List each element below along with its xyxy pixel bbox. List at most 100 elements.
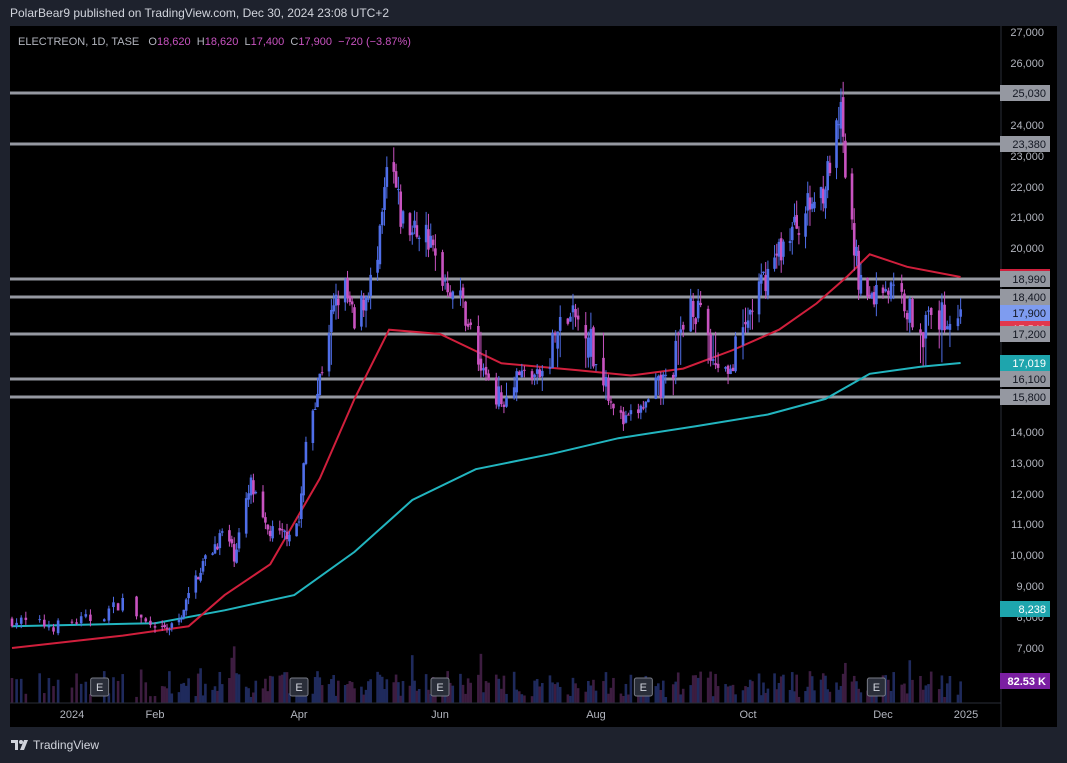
low-label: L — [244, 36, 251, 48]
candle-body — [427, 229, 430, 250]
candle-body — [759, 274, 763, 284]
volume-bar — [216, 690, 219, 703]
volume-bar — [397, 682, 400, 703]
candle-body — [716, 363, 720, 368]
x-tick-label: Oct — [739, 709, 756, 721]
price-chart[interactable]: E E E E E 27,000 26,000 24,000 23,000 22,000 21,0… — [0, 0, 1067, 727]
candle-body — [70, 621, 74, 623]
open-label: O — [148, 36, 157, 48]
volume-bar — [512, 671, 516, 703]
x-tick-label: 2024 — [60, 709, 84, 721]
candle-body — [336, 298, 340, 306]
candle-body — [316, 393, 319, 408]
volume-bar — [392, 682, 396, 703]
candle-body — [116, 603, 120, 611]
y-tick-label: 12,000 — [1010, 489, 1044, 501]
candle-body — [908, 298, 912, 323]
volume-bar — [835, 682, 838, 703]
candle-body — [332, 305, 335, 312]
volume-bar — [469, 682, 472, 703]
candle-body — [924, 314, 928, 339]
candle-body — [619, 410, 623, 413]
candle-body — [107, 608, 111, 621]
volume-bar — [679, 694, 683, 703]
volume-bar — [627, 694, 630, 703]
volume-bar — [622, 695, 625, 703]
volume-bar — [757, 673, 761, 703]
candle-body — [228, 530, 231, 542]
volume-bar — [218, 671, 222, 703]
volume-bar — [714, 673, 717, 703]
price-label: 23,380 — [1012, 139, 1046, 151]
close-label: C — [290, 36, 299, 48]
y-tick-label: 27,000 — [1010, 27, 1044, 39]
candle-body — [711, 359, 715, 361]
candle-body — [706, 308, 710, 335]
price-label-box — [1000, 289, 1050, 305]
tradingview-logo-icon — [11, 740, 28, 750]
volume-bar — [211, 689, 214, 703]
candle-body — [330, 309, 333, 332]
candle-body — [612, 403, 615, 409]
candle-body — [487, 373, 490, 380]
volume-bar — [551, 682, 554, 703]
volume-bar — [689, 685, 692, 703]
candle-body — [553, 332, 557, 334]
candle-body — [773, 257, 776, 269]
candle-body — [311, 410, 315, 444]
change-value: −720 (−3.87%) — [338, 36, 411, 48]
y-tick-label: 13,000 — [1010, 458, 1044, 470]
candle-body — [15, 622, 18, 626]
volume-bar — [711, 696, 715, 703]
volume-bar — [153, 696, 157, 703]
volume-bar — [429, 694, 433, 703]
volume-bar — [872, 694, 876, 703]
price-label-box — [1000, 355, 1050, 371]
candle-body — [170, 623, 174, 628]
footer-bar: TradingView — [0, 727, 1067, 763]
candle-body — [604, 377, 608, 387]
volume-bar — [330, 679, 333, 703]
candle-body — [592, 327, 595, 367]
candle-body — [318, 373, 322, 396]
y-tick-label: 14,000 — [1010, 427, 1044, 439]
volume-bar — [346, 684, 349, 703]
candle-body — [558, 316, 562, 331]
candle-body — [857, 250, 860, 290]
candle-body — [624, 415, 628, 423]
candle-body — [216, 546, 219, 550]
volume-bar — [806, 686, 810, 703]
candle-body — [47, 626, 51, 628]
volume-bar — [360, 686, 363, 703]
price-label: 17,200 — [1012, 329, 1046, 341]
volume-bar — [828, 691, 832, 703]
y-tick-label: 9,000 — [1016, 581, 1044, 593]
candle-body — [254, 492, 258, 494]
volume-bar — [777, 683, 781, 703]
price-label-box — [1000, 85, 1050, 101]
volume-bar — [112, 677, 115, 703]
candle-body — [376, 259, 379, 273]
candle-body — [392, 162, 396, 172]
volume-bar — [589, 685, 593, 703]
price-label: 17,900 — [1012, 308, 1046, 320]
volume-bar — [790, 672, 794, 703]
candle-body — [850, 173, 854, 220]
volume-bar — [268, 675, 272, 703]
candle-body — [160, 625, 164, 627]
candle-body — [484, 366, 488, 375]
volume-bar — [810, 676, 814, 703]
candle-body — [56, 620, 60, 634]
candle-body — [681, 324, 685, 330]
candle-body — [408, 213, 412, 236]
volume-bar — [194, 696, 198, 703]
candle-body — [271, 526, 274, 539]
candle-body — [369, 274, 372, 297]
volume-bar — [320, 685, 324, 703]
tradingview-brand[interactable]: TradingView — [11, 738, 99, 752]
volume-bar — [408, 685, 412, 703]
candle-body — [810, 203, 814, 209]
volume-bar — [42, 693, 46, 703]
volume-bar — [515, 689, 519, 703]
volume-bar — [945, 683, 949, 703]
